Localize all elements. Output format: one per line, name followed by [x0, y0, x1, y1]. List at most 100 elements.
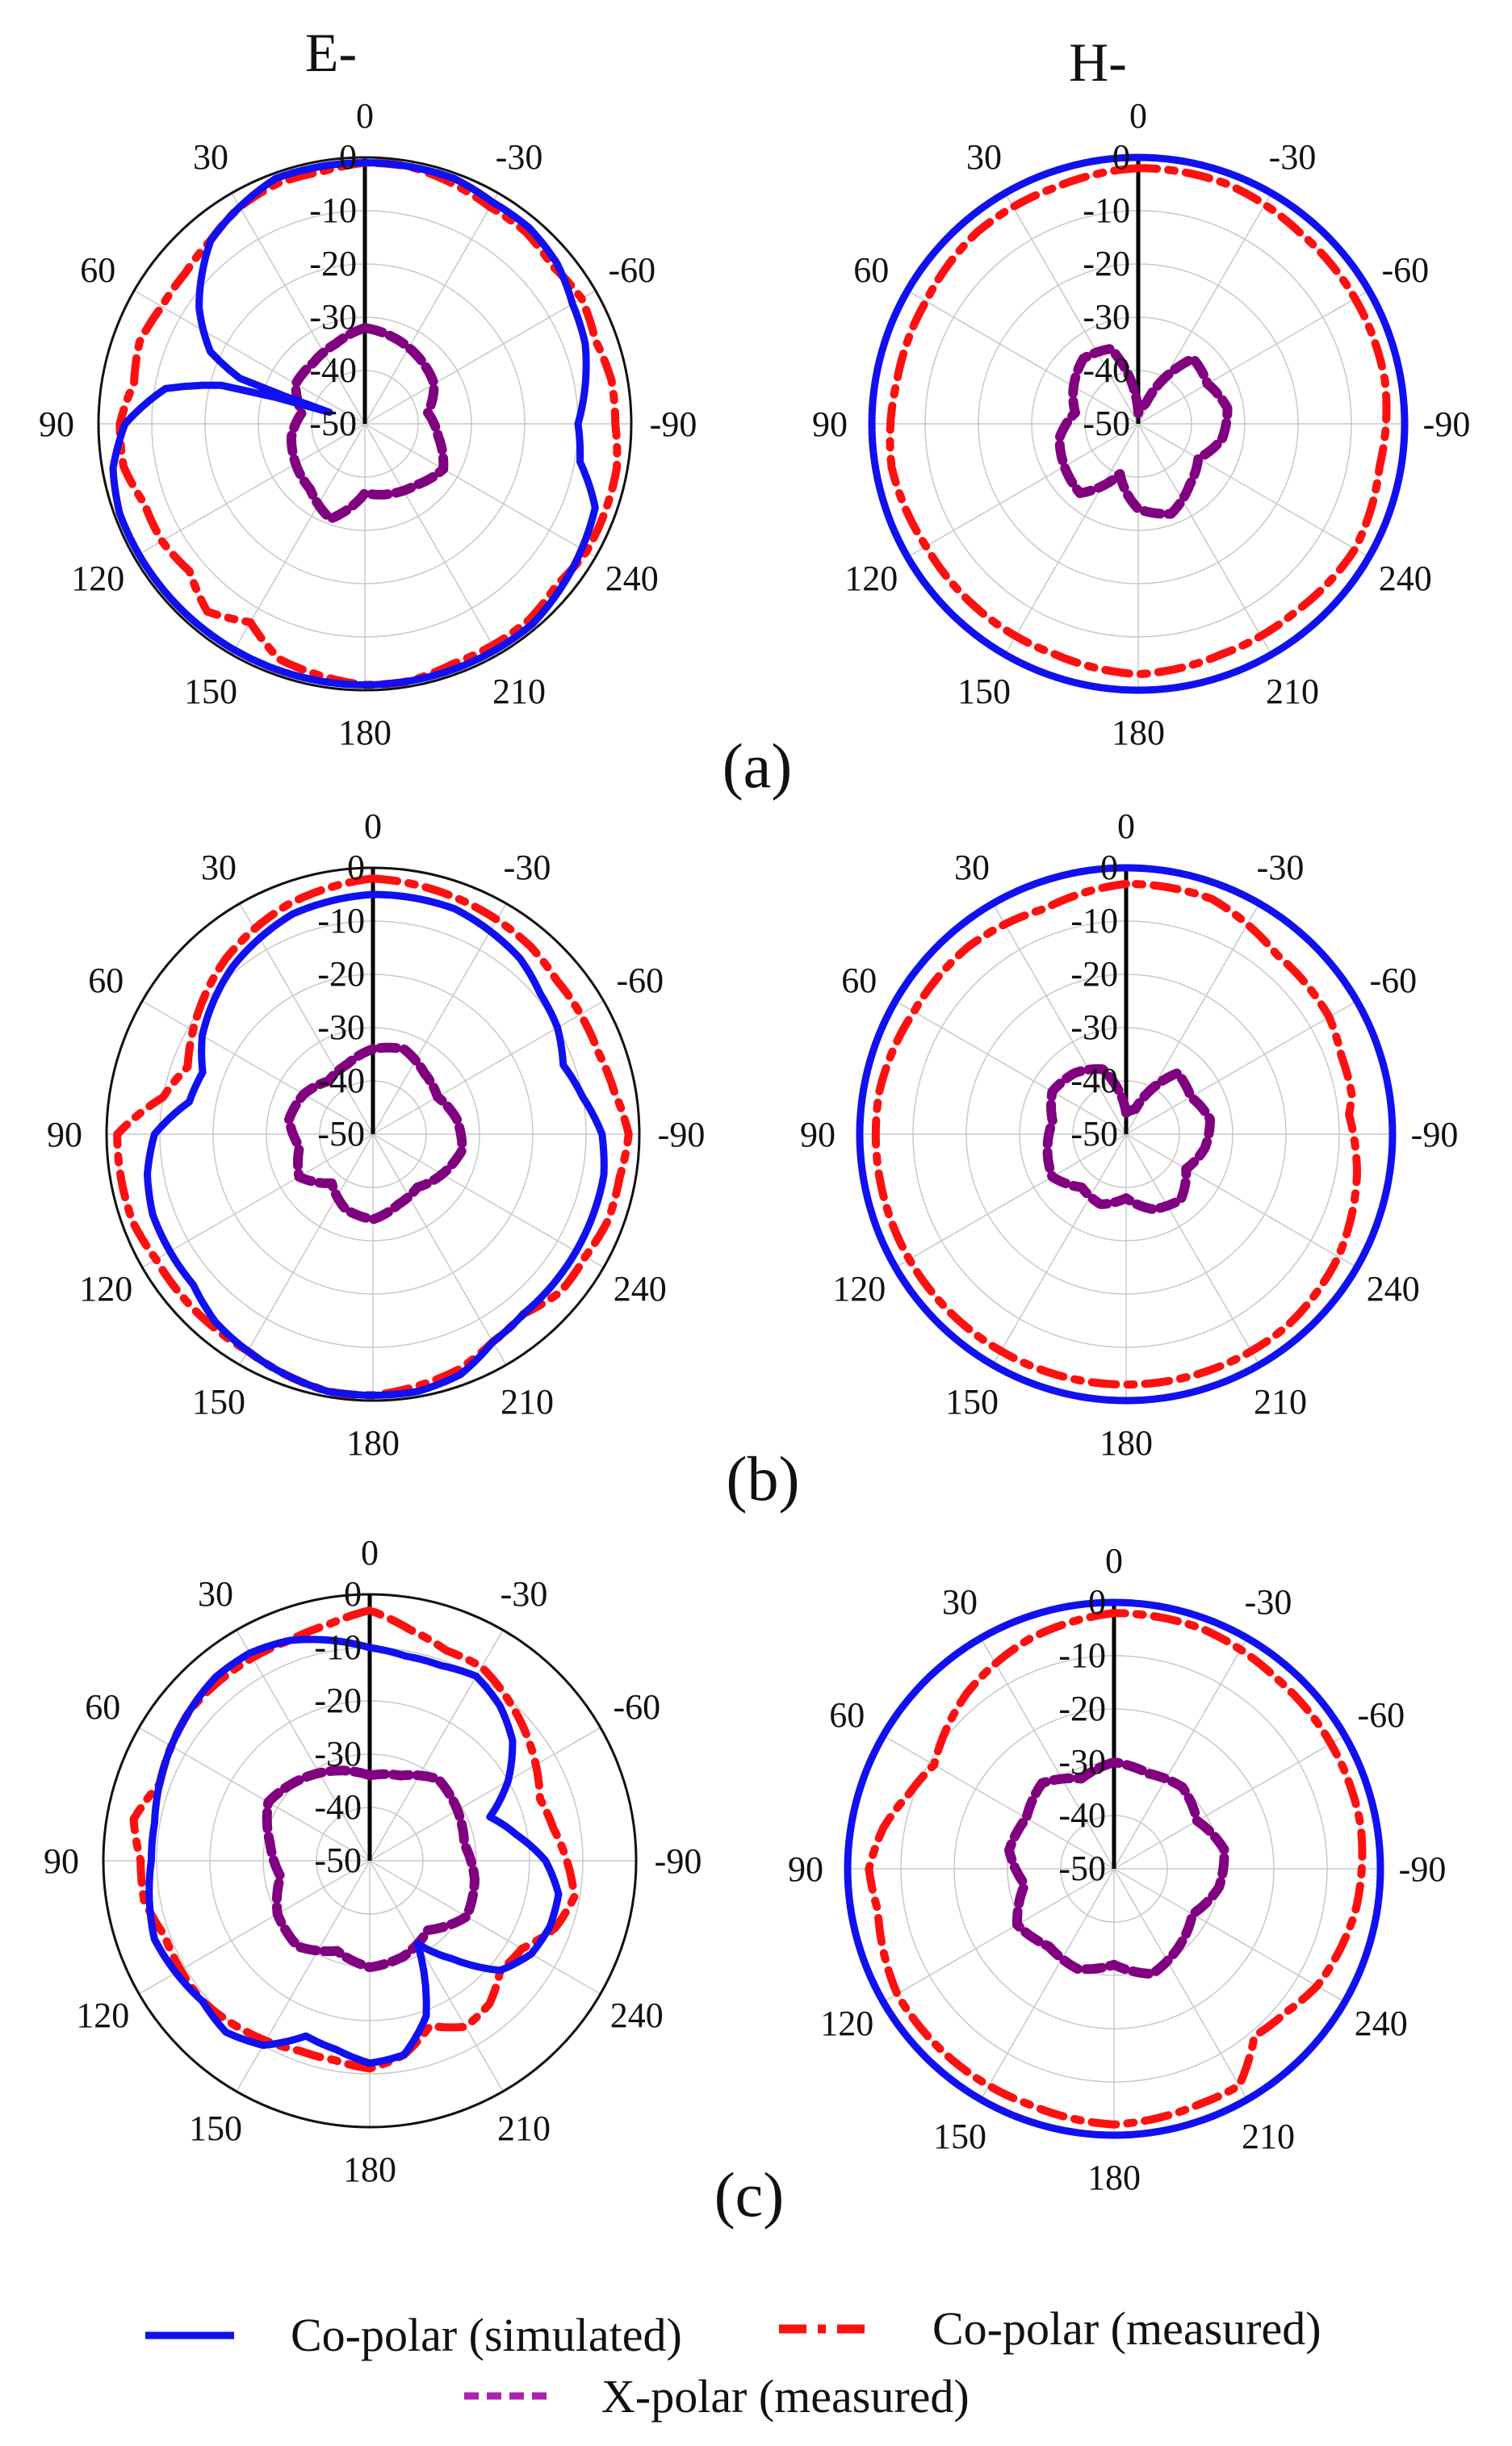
- grid-spoke: [1137, 423, 1272, 655]
- angle-tick-label: -60: [1381, 250, 1429, 290]
- radial-tick-label: -20: [314, 1681, 362, 1720]
- radial-tick-label: -30: [309, 297, 357, 337]
- angle-tick-label: 240: [614, 1269, 667, 1309]
- radial-tick-label: -50: [309, 404, 357, 443]
- grid-spoke: [231, 192, 366, 425]
- angle-tick-label: 240: [605, 559, 659, 598]
- grid-spoke: [369, 1727, 601, 1862]
- angle-tick-label: 120: [79, 1269, 132, 1309]
- radial-tick-label: 0: [347, 848, 365, 887]
- angle-tick-label: 90: [47, 1115, 82, 1154]
- angle-tick-label: 120: [76, 1996, 129, 2035]
- grid-spoke: [141, 1133, 374, 1268]
- grid-spoke: [907, 290, 1139, 425]
- angle-tick-label: -90: [1423, 404, 1471, 444]
- angle-tick-label: 210: [1242, 2117, 1295, 2156]
- angle-tick-label: 240: [610, 1996, 664, 2035]
- panel-label-b: (b): [727, 1443, 800, 1514]
- legend-label-simulated: Co-polar (simulated): [291, 2309, 682, 2361]
- grid-spoke: [133, 423, 366, 558]
- angle-tick-label: 90: [44, 1841, 79, 1881]
- angle-tick-label: 90: [39, 404, 74, 444]
- grid-spoke: [992, 903, 1127, 1135]
- angle-tick-label: -30: [1257, 848, 1305, 887]
- polar-chart-b-h: 0 -10 -20 -30 -40 -50 0 -30 -60 -90 240 210 180 150 12…: [800, 806, 1458, 1463]
- radial-tick-label: -40: [1083, 350, 1130, 390]
- grid-spoke: [980, 1868, 1115, 2100]
- radial-tick-label: -30: [1058, 1742, 1106, 1782]
- angle-tick-label: 150: [189, 2109, 242, 2148]
- polar-chart-a-h: 0 -10 -20 -30 -40 -50 0 -30 -60 -90 240 210 180 150 12…: [812, 96, 1470, 752]
- angle-tick-label: 30: [201, 848, 237, 887]
- angle-tick-label: 90: [812, 404, 848, 444]
- series-copolar-simulated: [868, 153, 1409, 694]
- radial-tick-label: -20: [1070, 954, 1118, 994]
- angle-tick-label: 180: [338, 713, 392, 752]
- grid-spoke: [369, 1860, 601, 1995]
- grid-spoke: [138, 1727, 371, 1862]
- grid-spoke: [907, 423, 1139, 558]
- polar-chart-a-e: 0 -10 -20 -30 -40 -50 0 -30 -60 -90 240 210 180 150 12…: [39, 96, 697, 752]
- grid-spoke: [141, 1000, 374, 1135]
- grid-spoke: [894, 1000, 1127, 1135]
- angle-tick-label: 90: [800, 1115, 836, 1154]
- angle-tick-label: 60: [80, 250, 115, 290]
- angle-tick-label: 180: [1112, 713, 1165, 752]
- angle-tick-label: -60: [616, 961, 664, 1000]
- angle-tick-label: 150: [184, 672, 237, 711]
- grid-spoke: [980, 1637, 1115, 1870]
- radial-tick-label: 0: [344, 1574, 362, 1614]
- angle-tick-label: 0: [1129, 96, 1147, 136]
- series-copolar-simulated: [109, 159, 599, 689]
- grid-spoke: [1125, 1133, 1260, 1366]
- radial-tick-label: -30: [1070, 1007, 1118, 1047]
- radial-tick-label: -50: [317, 1114, 365, 1154]
- angle-tick-label: 210: [1254, 1382, 1307, 1422]
- angle-tick-label: 60: [841, 961, 877, 1000]
- angle-tick-label: 120: [832, 1269, 886, 1309]
- radial-tick-label: -20: [317, 954, 365, 994]
- series-xpolar-measured: [1054, 344, 1233, 519]
- polar-chart-c-h: 0 -10 -20 -30 -40 -50 0 -30 -60 -90 240 210 180 150 12…: [788, 1541, 1446, 2197]
- radial-tick-label: -10: [317, 901, 365, 940]
- angle-tick-label: 150: [192, 1382, 245, 1422]
- radial-tick-label: -30: [317, 1007, 365, 1047]
- grid-spoke: [1004, 192, 1139, 425]
- radial-tick-label: -10: [1083, 191, 1130, 230]
- column-label-e: E-: [305, 22, 357, 83]
- angle-tick-label: 210: [1266, 672, 1319, 711]
- grid-spoke: [1113, 1735, 1346, 1870]
- polar-charts: 0 -10 -20 -30 -40 -50 0 -30 -60 -90 240 210 180 150 12…: [39, 96, 1470, 2197]
- angle-tick-label: 60: [829, 1695, 865, 1735]
- angle-tick-label: 30: [954, 848, 990, 887]
- series-copolar-simulated: [844, 1598, 1384, 2139]
- angle-tick-label: 0: [1105, 1541, 1123, 1581]
- panel-label-c: (c): [714, 2159, 785, 2230]
- grid-spoke: [882, 1735, 1115, 1870]
- radial-tick-label: -10: [1070, 901, 1118, 940]
- polar-chart-b-e: 0 -10 -20 -30 -40 -50 0 -30 -60 -90 240 210 180 150 12…: [47, 806, 705, 1463]
- radial-tick-label: -40: [314, 1787, 362, 1827]
- angle-tick-label: 30: [942, 1582, 978, 1622]
- angle-tick-label: 90: [788, 1849, 823, 1889]
- angle-tick-label: -30: [1245, 1582, 1292, 1622]
- radial-tick-label: -50: [1083, 404, 1130, 443]
- grid-spoke: [1113, 1637, 1248, 1870]
- grid-spoke: [1137, 423, 1370, 558]
- column-label-h: H-: [1069, 31, 1127, 93]
- series-xpolar-measured: [262, 1765, 480, 1972]
- angle-tick-label: -90: [658, 1115, 706, 1154]
- angle-tick-label: 240: [1379, 559, 1432, 598]
- grid-spoke: [231, 423, 366, 655]
- grid-spoke: [1125, 1000, 1358, 1135]
- angle-tick-label: 60: [88, 961, 124, 1000]
- series-copolar-simulated: [856, 864, 1397, 1405]
- radial-tick-label: -50: [1058, 1849, 1106, 1888]
- radial-tick-label: 0: [1112, 137, 1130, 177]
- angle-tick-label: 210: [492, 672, 546, 711]
- angle-tick-label: -30: [1269, 137, 1317, 177]
- grid-spoke: [372, 903, 507, 1135]
- radial-tick-label: -50: [1070, 1114, 1118, 1154]
- angle-tick-label: 60: [85, 1687, 120, 1727]
- angle-tick-label: 0: [364, 806, 382, 846]
